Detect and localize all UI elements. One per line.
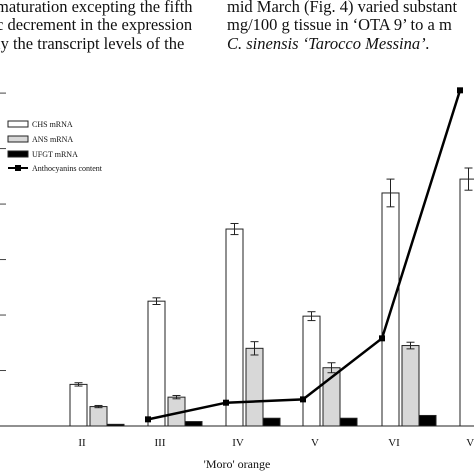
legend-label: CHS mRNA (32, 120, 73, 129)
anthocyanins-point (457, 87, 463, 94)
legend-label: ANS mRNA (32, 135, 73, 144)
bar-chs-mrnaVII (459, 178, 474, 427)
text-line: ly the transcript levels of the (0, 34, 185, 53)
bar-ans-mrnaVI (401, 345, 420, 427)
text-line: mg/100 g tissue in ‘OTA 9’ to a m (227, 15, 452, 34)
legend-label: UFGT mRNA (32, 150, 78, 159)
bar-chs-mrnaIV (225, 228, 244, 427)
bar-ufgt-mrnaIV (262, 417, 281, 427)
text-line: c decrement in the expression (0, 15, 193, 34)
bar-chs-mrnaIII (147, 300, 166, 427)
bar-chs-mrnaV (302, 315, 321, 427)
text-line: maturation excepting the fifth (0, 0, 193, 16)
x-tick-label: IV (232, 437, 244, 449)
x-tick-label: III (155, 437, 166, 449)
text-line: mid March (Fig. 4) varied substant (227, 0, 458, 16)
bar-ufgt-mrnaVI (418, 414, 437, 427)
bar-chs-mrnaII (69, 383, 88, 427)
x-axis-label: 'Moro' orange (204, 457, 271, 471)
bar-ans-mrnaII (89, 406, 108, 427)
x-tick-label: VI (388, 437, 400, 449)
bar-ufgt-mrnaIII (184, 421, 203, 427)
x-tick-label: V (311, 437, 319, 449)
x-tick-label: VI (466, 437, 474, 449)
bar-ans-mrnaIV (245, 347, 264, 427)
bar-ufgt-mrnaII (106, 423, 125, 427)
x-tick-label: II (78, 437, 86, 449)
text-line: C. sinensis ‘Tarocco Messina’. (227, 34, 430, 53)
anthocyanins-point (300, 396, 306, 403)
legend-marker (15, 165, 21, 171)
legend-label: Anthocyanins content (32, 164, 103, 173)
legend-swatch (7, 135, 29, 143)
anthocyanins-point (223, 399, 229, 406)
anthocyanins-point (379, 335, 385, 342)
legend-swatch (7, 120, 29, 128)
anthocyanins-point (145, 416, 151, 423)
bar-ufgt-mrnaV (339, 417, 358, 427)
legend-swatch (7, 150, 29, 158)
